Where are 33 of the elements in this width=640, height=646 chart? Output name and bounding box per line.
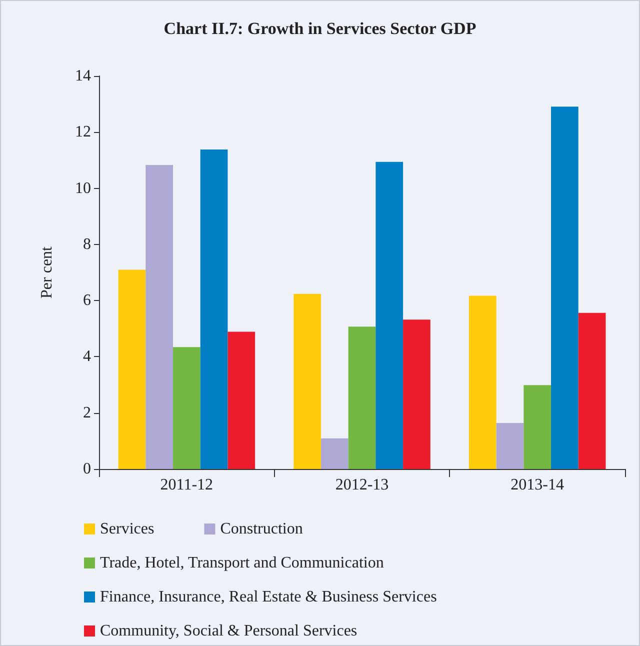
bar <box>376 162 404 469</box>
y-tick-label: 6 <box>83 292 91 310</box>
bar <box>348 326 376 469</box>
chart-title: Chart II.7: Growth in Services Sector GDP <box>164 19 476 38</box>
bar <box>403 320 430 469</box>
y-tick-label: 4 <box>83 348 91 366</box>
bar <box>200 150 228 469</box>
legend-label: Trade, Hotel, Transport and Communication <box>100 554 384 572</box>
bar <box>496 422 524 469</box>
bar <box>118 270 146 469</box>
y-tick-label: 2 <box>83 404 91 422</box>
x-tick-label: 2013-14 <box>510 476 564 494</box>
x-tick-label: 2012-13 <box>335 476 389 494</box>
y-tick-label: 0 <box>83 460 91 478</box>
bar <box>228 332 256 469</box>
bar <box>578 312 606 469</box>
x-tick-label: 2011-12 <box>160 476 214 494</box>
y-tick-label: 14 <box>75 68 91 84</box>
bar <box>320 438 348 469</box>
bar <box>524 385 552 469</box>
legend-label: Community, Social & Personal Services <box>100 622 358 640</box>
y-tick-label: 10 <box>75 180 91 197</box>
y-axis-title: Per cent <box>38 246 56 298</box>
legend-label: Construction <box>220 520 303 538</box>
legend-label: Services <box>100 520 154 538</box>
bar <box>172 347 200 469</box>
y-tick-label: 12 <box>75 124 91 141</box>
y-tick-label: 8 <box>83 236 91 253</box>
legend-label: Finance, Insurance, Real Estate & Business Services <box>100 588 437 606</box>
bar <box>146 164 173 469</box>
bar <box>294 294 321 469</box>
bar <box>551 106 578 469</box>
bar <box>468 296 496 469</box>
